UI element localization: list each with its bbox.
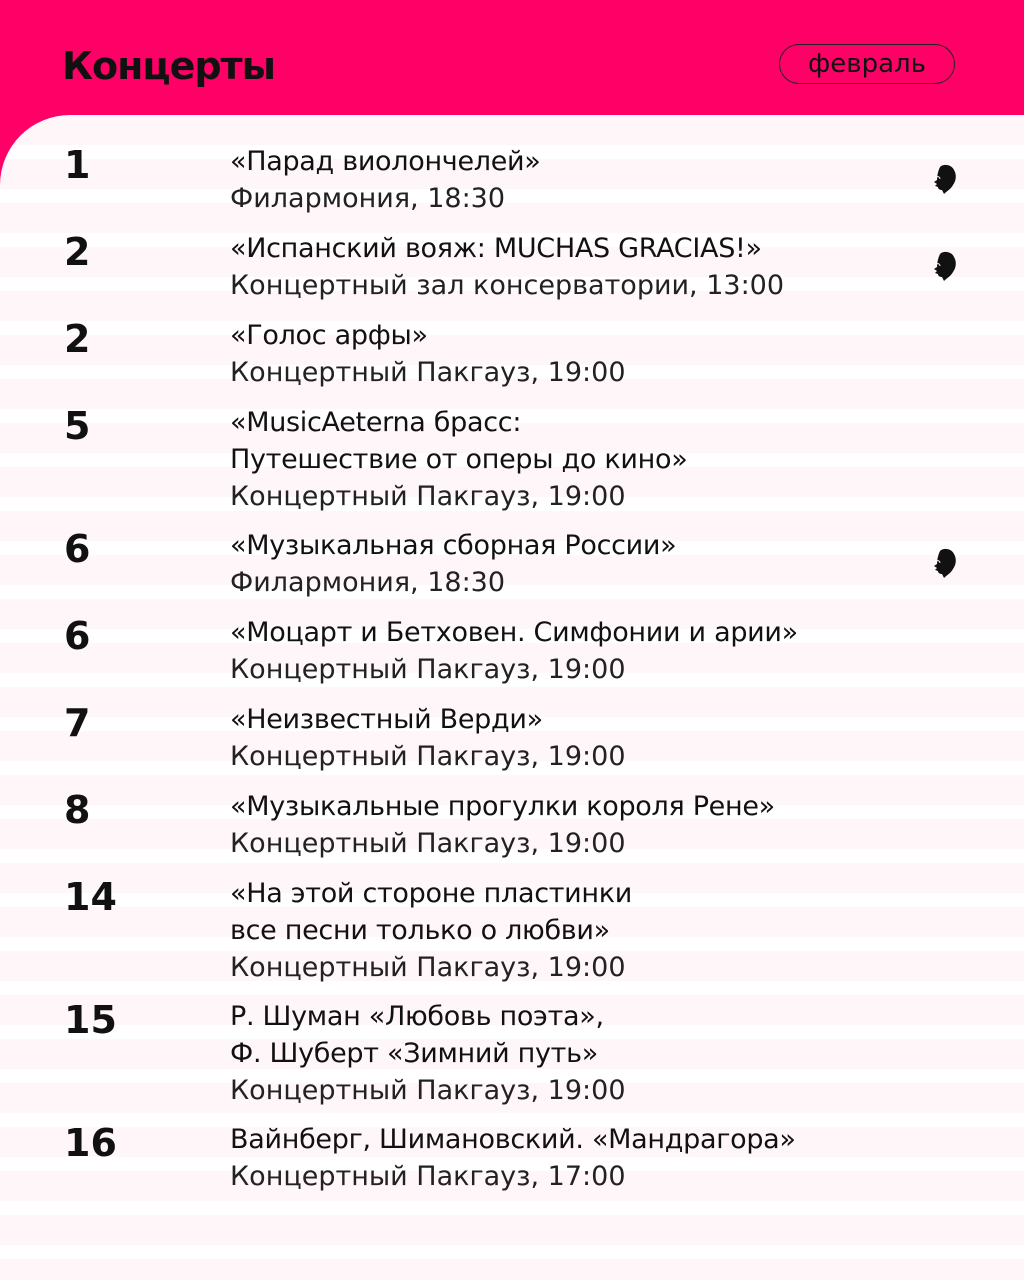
- event-day: 16: [64, 1121, 117, 1165]
- event-title: Р. Шуман «Любовь поэта»,: [230, 1001, 604, 1032]
- event-item: 14 «На этой стороне пластинки все песни то…: [0, 875, 1024, 987]
- event-venue-time: Концертный Пакгауз, 19:00: [230, 654, 626, 685]
- event-item: 1 «Парад виолончелей» Филармония, 18:30: [0, 143, 1024, 219]
- event-day: 6: [64, 527, 91, 571]
- event-day: 8: [64, 788, 91, 832]
- page-title: Концерты: [62, 44, 276, 88]
- event-title: «Музыкальная сборная России»: [230, 530, 677, 561]
- month-badge: февраль: [779, 44, 955, 84]
- event-title: «Музыкальные прогулки короля Рене»: [230, 791, 775, 822]
- event-item: 2 «Испанский вояж: MUCHAS GRACIAS!» Концер…: [0, 230, 1024, 306]
- event-title: «Испанский вояж: MUCHAS GRACIAS!»: [230, 233, 762, 264]
- event-venue-time: Концертный Пакгауз, 19:00: [230, 828, 626, 859]
- event-title: «На этой стороне пластинки: [230, 878, 633, 909]
- event-venue-time: Концертный Пакгауз, 17:00: [230, 1161, 626, 1192]
- event-title: «MusicAeterna брасс:: [230, 407, 522, 438]
- pushkin-portrait-icon: [928, 547, 958, 581]
- event-title: все песни только о любви»: [230, 915, 610, 946]
- event-item: 8 «Музыкальные прогулки короля Рене» Конце…: [0, 788, 1024, 864]
- event-item: 16 Вайнберг, Шимановский. «Мандрагора» Кон…: [0, 1121, 1024, 1197]
- event-day: 15: [64, 998, 117, 1042]
- events-panel: 1 «Парад виолончелей» Филармония, 18:30 2 «И…: [0, 115, 1024, 1280]
- event-day: 2: [64, 230, 91, 274]
- event-item: 6 «Моцарт и Бетховен. Симфонии и арии» Кон…: [0, 614, 1024, 690]
- event-title: Вайнберг, Шимановский. «Мандрагора»: [230, 1124, 796, 1155]
- event-item: 6 «Музыкальная сборная России» Филармония,…: [0, 527, 1024, 603]
- event-item: 5 «MusicAeterna брасс: Путешествие от опер…: [0, 404, 1024, 516]
- event-title: «Голос арфы»: [230, 320, 428, 351]
- event-venue-time: Концертный Пакгауз, 19:00: [230, 357, 626, 388]
- event-venue-time: Концертный Пакгауз, 19:00: [230, 1075, 626, 1106]
- event-venue-time: Концертный Пакгауз, 19:00: [230, 481, 626, 512]
- event-title: Ф. Шуберт «Зимний путь»: [230, 1038, 598, 1069]
- event-item: 15 Р. Шуман «Любовь поэта», Ф. Шуберт «Зим…: [0, 998, 1024, 1110]
- event-venue-time: Филармония, 18:30: [230, 567, 506, 598]
- event-venue-time: Концертный Пакгауз, 19:00: [230, 741, 626, 772]
- event-title: «Парад виолончелей»: [230, 146, 541, 177]
- event-venue-time: Концертный Пакгауз, 19:00: [230, 952, 626, 983]
- event-venue-time: Концертный зал консерватории, 13:00: [230, 270, 785, 301]
- event-day: 5: [64, 404, 91, 448]
- event-day: 7: [64, 701, 91, 745]
- event-title: «Моцарт и Бетховен. Симфонии и арии»: [230, 617, 798, 648]
- event-item: 2 «Голос арфы» Концертный Пакгауз, 19:00: [0, 317, 1024, 393]
- event-day: 2: [64, 317, 91, 361]
- event-venue-time: Филармония, 18:30: [230, 183, 506, 214]
- event-item: 7 «Неизвестный Верди» Концертный Пакгауз, …: [0, 701, 1024, 777]
- event-day: 6: [64, 614, 91, 658]
- pushkin-portrait-icon: [928, 163, 958, 197]
- event-title: Путешествие от оперы до кино»: [230, 444, 688, 475]
- event-title: «Неизвестный Верди»: [230, 704, 543, 735]
- event-day: 1: [64, 143, 91, 187]
- events-list: 1 «Парад виолончелей» Филармония, 18:30 2 «И…: [0, 143, 1024, 1208]
- event-day: 14: [64, 875, 117, 919]
- pushkin-portrait-icon: [928, 250, 958, 284]
